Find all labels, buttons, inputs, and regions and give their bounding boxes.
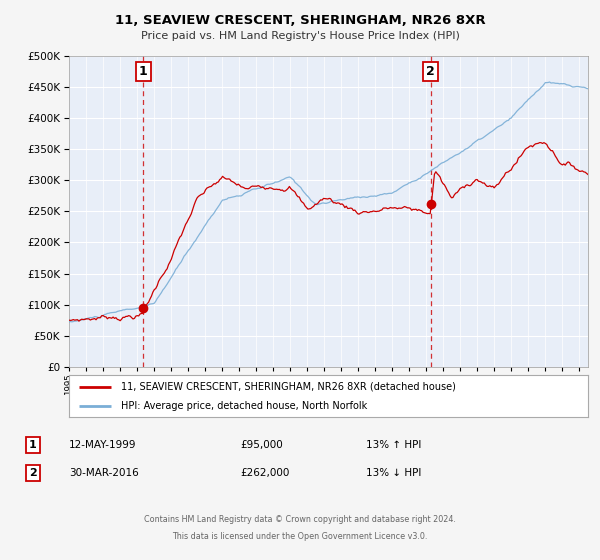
Text: 1: 1 — [139, 66, 148, 78]
Text: 2: 2 — [426, 66, 435, 78]
Text: HPI: Average price, detached house, North Norfolk: HPI: Average price, detached house, Nort… — [121, 401, 367, 411]
Text: 12-MAY-1999: 12-MAY-1999 — [69, 440, 137, 450]
Text: Price paid vs. HM Land Registry's House Price Index (HPI): Price paid vs. HM Land Registry's House … — [140, 31, 460, 41]
Text: 11, SEAVIEW CRESCENT, SHERINGHAM, NR26 8XR (detached house): 11, SEAVIEW CRESCENT, SHERINGHAM, NR26 8… — [121, 382, 456, 392]
Text: Contains HM Land Registry data © Crown copyright and database right 2024.: Contains HM Land Registry data © Crown c… — [144, 515, 456, 524]
Text: This data is licensed under the Open Government Licence v3.0.: This data is licensed under the Open Gov… — [172, 532, 428, 541]
Text: £95,000: £95,000 — [240, 440, 283, 450]
Text: 13% ↓ HPI: 13% ↓ HPI — [366, 468, 421, 478]
Text: 13% ↑ HPI: 13% ↑ HPI — [366, 440, 421, 450]
Text: 2: 2 — [29, 468, 37, 478]
Text: 1: 1 — [29, 440, 37, 450]
Text: £262,000: £262,000 — [240, 468, 289, 478]
Text: 11, SEAVIEW CRESCENT, SHERINGHAM, NR26 8XR: 11, SEAVIEW CRESCENT, SHERINGHAM, NR26 8… — [115, 14, 485, 27]
Text: 30-MAR-2016: 30-MAR-2016 — [69, 468, 139, 478]
